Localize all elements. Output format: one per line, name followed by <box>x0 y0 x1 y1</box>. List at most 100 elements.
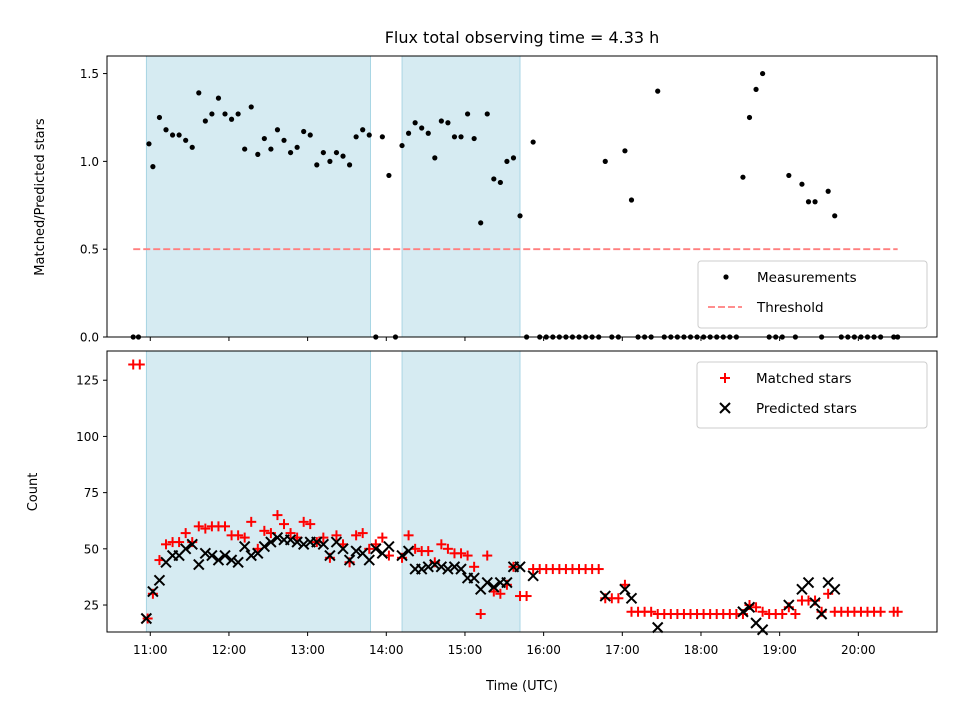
counts-panel-ylabel: Count <box>26 473 41 512</box>
measurement-point <box>746 114 753 121</box>
matched-star-marker <box>279 519 290 530</box>
xtick-label: 11:00 <box>133 643 168 657</box>
legend-measurements-marker <box>723 274 729 280</box>
count-ytick-label: 25 <box>84 599 99 613</box>
predicted-star-marker <box>652 621 664 634</box>
matched-star-marker <box>892 606 903 617</box>
ratio-shaded-interval-1 <box>145 55 371 338</box>
matched-star-marker <box>475 609 486 620</box>
measurement-point <box>504 158 510 164</box>
matched-star-marker <box>593 564 604 575</box>
measurement-point <box>622 148 628 154</box>
legend-label: Matched stars <box>756 371 852 387</box>
xtick-label: 19:00 <box>762 643 797 657</box>
predicted-star-marker <box>337 543 349 555</box>
ratio-ytick-label: 0.5 <box>80 243 99 257</box>
predicted-star-marker <box>350 545 362 557</box>
predicted-star-marker <box>429 558 441 571</box>
measurement-point <box>753 86 759 92</box>
matched-star-marker <box>134 359 145 370</box>
measurement-point <box>346 162 353 168</box>
predicted-star-marker <box>343 554 356 566</box>
matched-star-marker <box>521 591 532 602</box>
measurement-point <box>464 111 471 117</box>
count-frame <box>106 350 938 633</box>
matched-star-marker <box>246 516 257 527</box>
matched-star-marker <box>174 537 185 548</box>
matched-star-marker <box>469 561 480 572</box>
matched-star-marker <box>751 602 762 613</box>
count-shaded-interval-2 <box>401 350 521 633</box>
predicted-star-marker <box>415 563 428 575</box>
matched-star-marker <box>200 523 211 534</box>
chart-title: Flux total observing time = 4.33 h <box>385 28 660 47</box>
predicted-star-marker <box>245 549 257 562</box>
matched-star-marker <box>482 550 493 561</box>
matched-star-marker <box>442 543 453 554</box>
measurement-point <box>196 90 202 96</box>
predicted-star-marker <box>232 556 244 569</box>
predicted-star-marker <box>815 608 828 620</box>
predicted-star-marker <box>265 536 277 548</box>
measurement-point <box>314 162 320 168</box>
predicted-star-marker <box>363 554 375 566</box>
measurement-point <box>471 135 477 142</box>
measurement-point <box>176 132 182 138</box>
matched-star-marker <box>331 530 342 541</box>
measurement-point <box>222 111 228 117</box>
predicted-star-marker <box>435 561 448 573</box>
measurement-point <box>268 146 274 152</box>
matched-star-marker <box>646 606 657 617</box>
count-legend: Matched stars Predicted stars <box>696 361 928 429</box>
predicted-star-marker <box>737 606 749 618</box>
matched-star-marker <box>298 516 309 527</box>
predicted-star-marker <box>383 540 395 553</box>
measurement-point <box>146 141 152 147</box>
measurement-point <box>274 127 281 133</box>
predicted-star-marker <box>212 554 225 566</box>
predicted-star-marker <box>599 590 611 602</box>
measurement-point <box>353 134 359 140</box>
predicted-star-marker <box>402 545 415 557</box>
measurement-point <box>281 137 287 143</box>
measurement-point <box>655 88 661 94</box>
measurement-point <box>333 149 340 156</box>
measurement-point <box>235 111 241 117</box>
matched-star-marker <box>613 593 624 604</box>
matched-star-marker <box>423 546 434 557</box>
predicted-star-marker <box>442 563 454 575</box>
measurement-point <box>510 155 517 161</box>
matched-star-marker <box>305 519 316 530</box>
measurement-point <box>386 172 392 179</box>
xtick-label: 18:00 <box>684 643 719 657</box>
measurement-point <box>805 199 812 205</box>
counts-panel: 25 50 75 100 125 11:00 12:00 13:00 14:00 15:00 16:… <box>76 350 938 657</box>
predicted-star-marker <box>625 592 638 604</box>
predicted-star-marker <box>271 531 284 544</box>
count-ytick-label: 100 <box>76 430 99 444</box>
matched-star-marker <box>220 521 231 532</box>
measurement-point <box>458 134 464 140</box>
predicted-star-marker <box>829 583 841 595</box>
predicted-star-marker <box>488 581 500 593</box>
predicted-star-marker <box>225 554 238 566</box>
predicted-star-marker <box>140 612 153 625</box>
measurement-point <box>294 144 300 150</box>
predicted-star-marker <box>501 576 513 589</box>
ratio-ytick-label: 1.0 <box>80 155 99 169</box>
measurement-point <box>491 176 497 182</box>
predicted-star-marker <box>238 540 251 553</box>
matched-star-marker <box>377 532 388 543</box>
measurement-point <box>451 134 458 140</box>
measurement-point <box>169 132 176 138</box>
matched-star-marker <box>777 609 788 620</box>
measurement-point <box>497 179 503 186</box>
measurement-point <box>812 199 818 205</box>
predicted-star-marker <box>422 561 434 573</box>
predicted-star-marker <box>527 570 539 582</box>
measurement-point <box>405 130 412 136</box>
legend-matched-marker <box>720 373 730 383</box>
predicted-star-marker <box>802 576 815 589</box>
xtick-label: 12:00 <box>212 643 247 657</box>
